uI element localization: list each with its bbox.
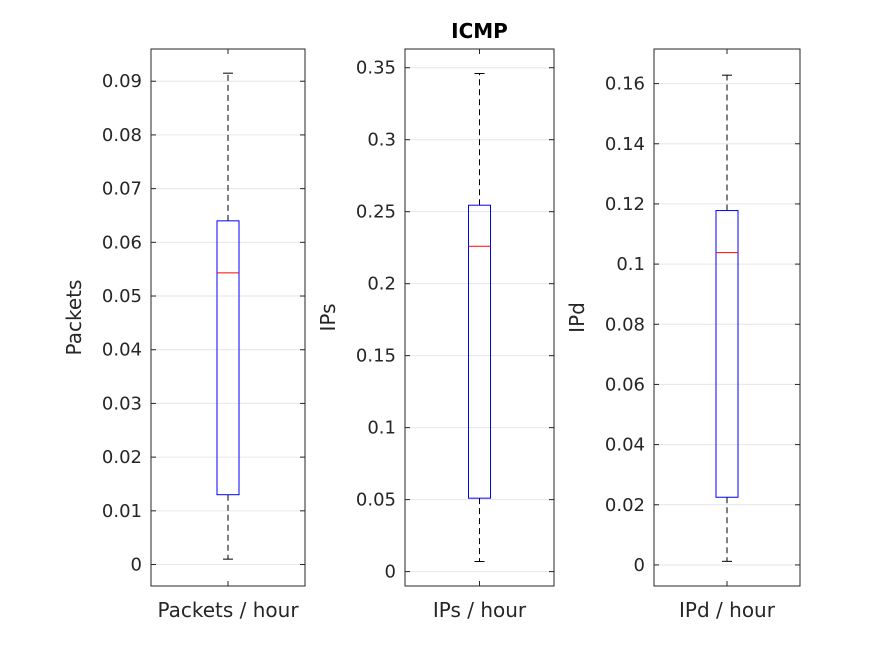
panel-3-ytick-label: 0.14 [605,134,645,155]
panel-3-ytick-label: 0.1 [616,254,645,275]
panel-2-ytick-label: 0.25 [356,202,396,223]
panel-3-ytick-label: 0.16 [605,74,645,95]
panel-1-ytick-label: 0.09 [102,71,142,92]
panel-1-box [216,220,240,496]
panel-2-category-label: IPs / hour [433,598,527,622]
panel-2-ytick-label: 0 [385,562,396,583]
panel-1-ytick-label: 0.03 [102,393,142,414]
panel-1-ytick-label: 0.07 [102,179,142,200]
panel-1-ytick-label: 0.01 [102,501,142,522]
panel-2-ytick-label: 0.15 [356,346,396,367]
panel-2-ytick-label: 0.1 [367,418,396,439]
panel-3-ylabel: IPd [565,302,589,333]
panel-2-ytick-label: 0.3 [367,130,396,151]
panel-2-ytick-label: 0.35 [356,58,396,79]
panel-1-ytick-label: 0.05 [102,286,142,307]
chart-title: ICMP [451,19,508,43]
panel-1-ytick-label: 0.02 [102,447,142,468]
panel-1-ytick-label: 0.06 [102,232,142,253]
panel-1-ylabel: Packets [62,280,86,356]
panel-2-box [468,204,491,499]
panel-3-ytick-label: 0.12 [605,194,645,215]
panel-3-ytick-label: 0.06 [605,374,645,395]
panel-3-category-label: IPd / hour [679,598,776,622]
panel-3-ytick-label: 0 [634,555,645,576]
panel-2-ytick-label: 0.2 [367,274,396,295]
panel-1-ytick-label: 0 [131,555,142,576]
panel-3-box [715,210,739,498]
panel-2-ylabel: IPs [316,303,340,331]
panel-1-category-label: Packets / hour [157,598,299,622]
panel-1-ytick-label: 0.08 [102,125,142,146]
panel-3-ytick-label: 0.08 [605,314,645,335]
panel-2-ytick-label: 0.05 [356,490,396,511]
panel-1-ytick-label: 0.04 [102,340,142,361]
panel-3-ytick-label: 0.02 [605,495,645,516]
panel-3-ytick-label: 0.04 [605,435,645,456]
